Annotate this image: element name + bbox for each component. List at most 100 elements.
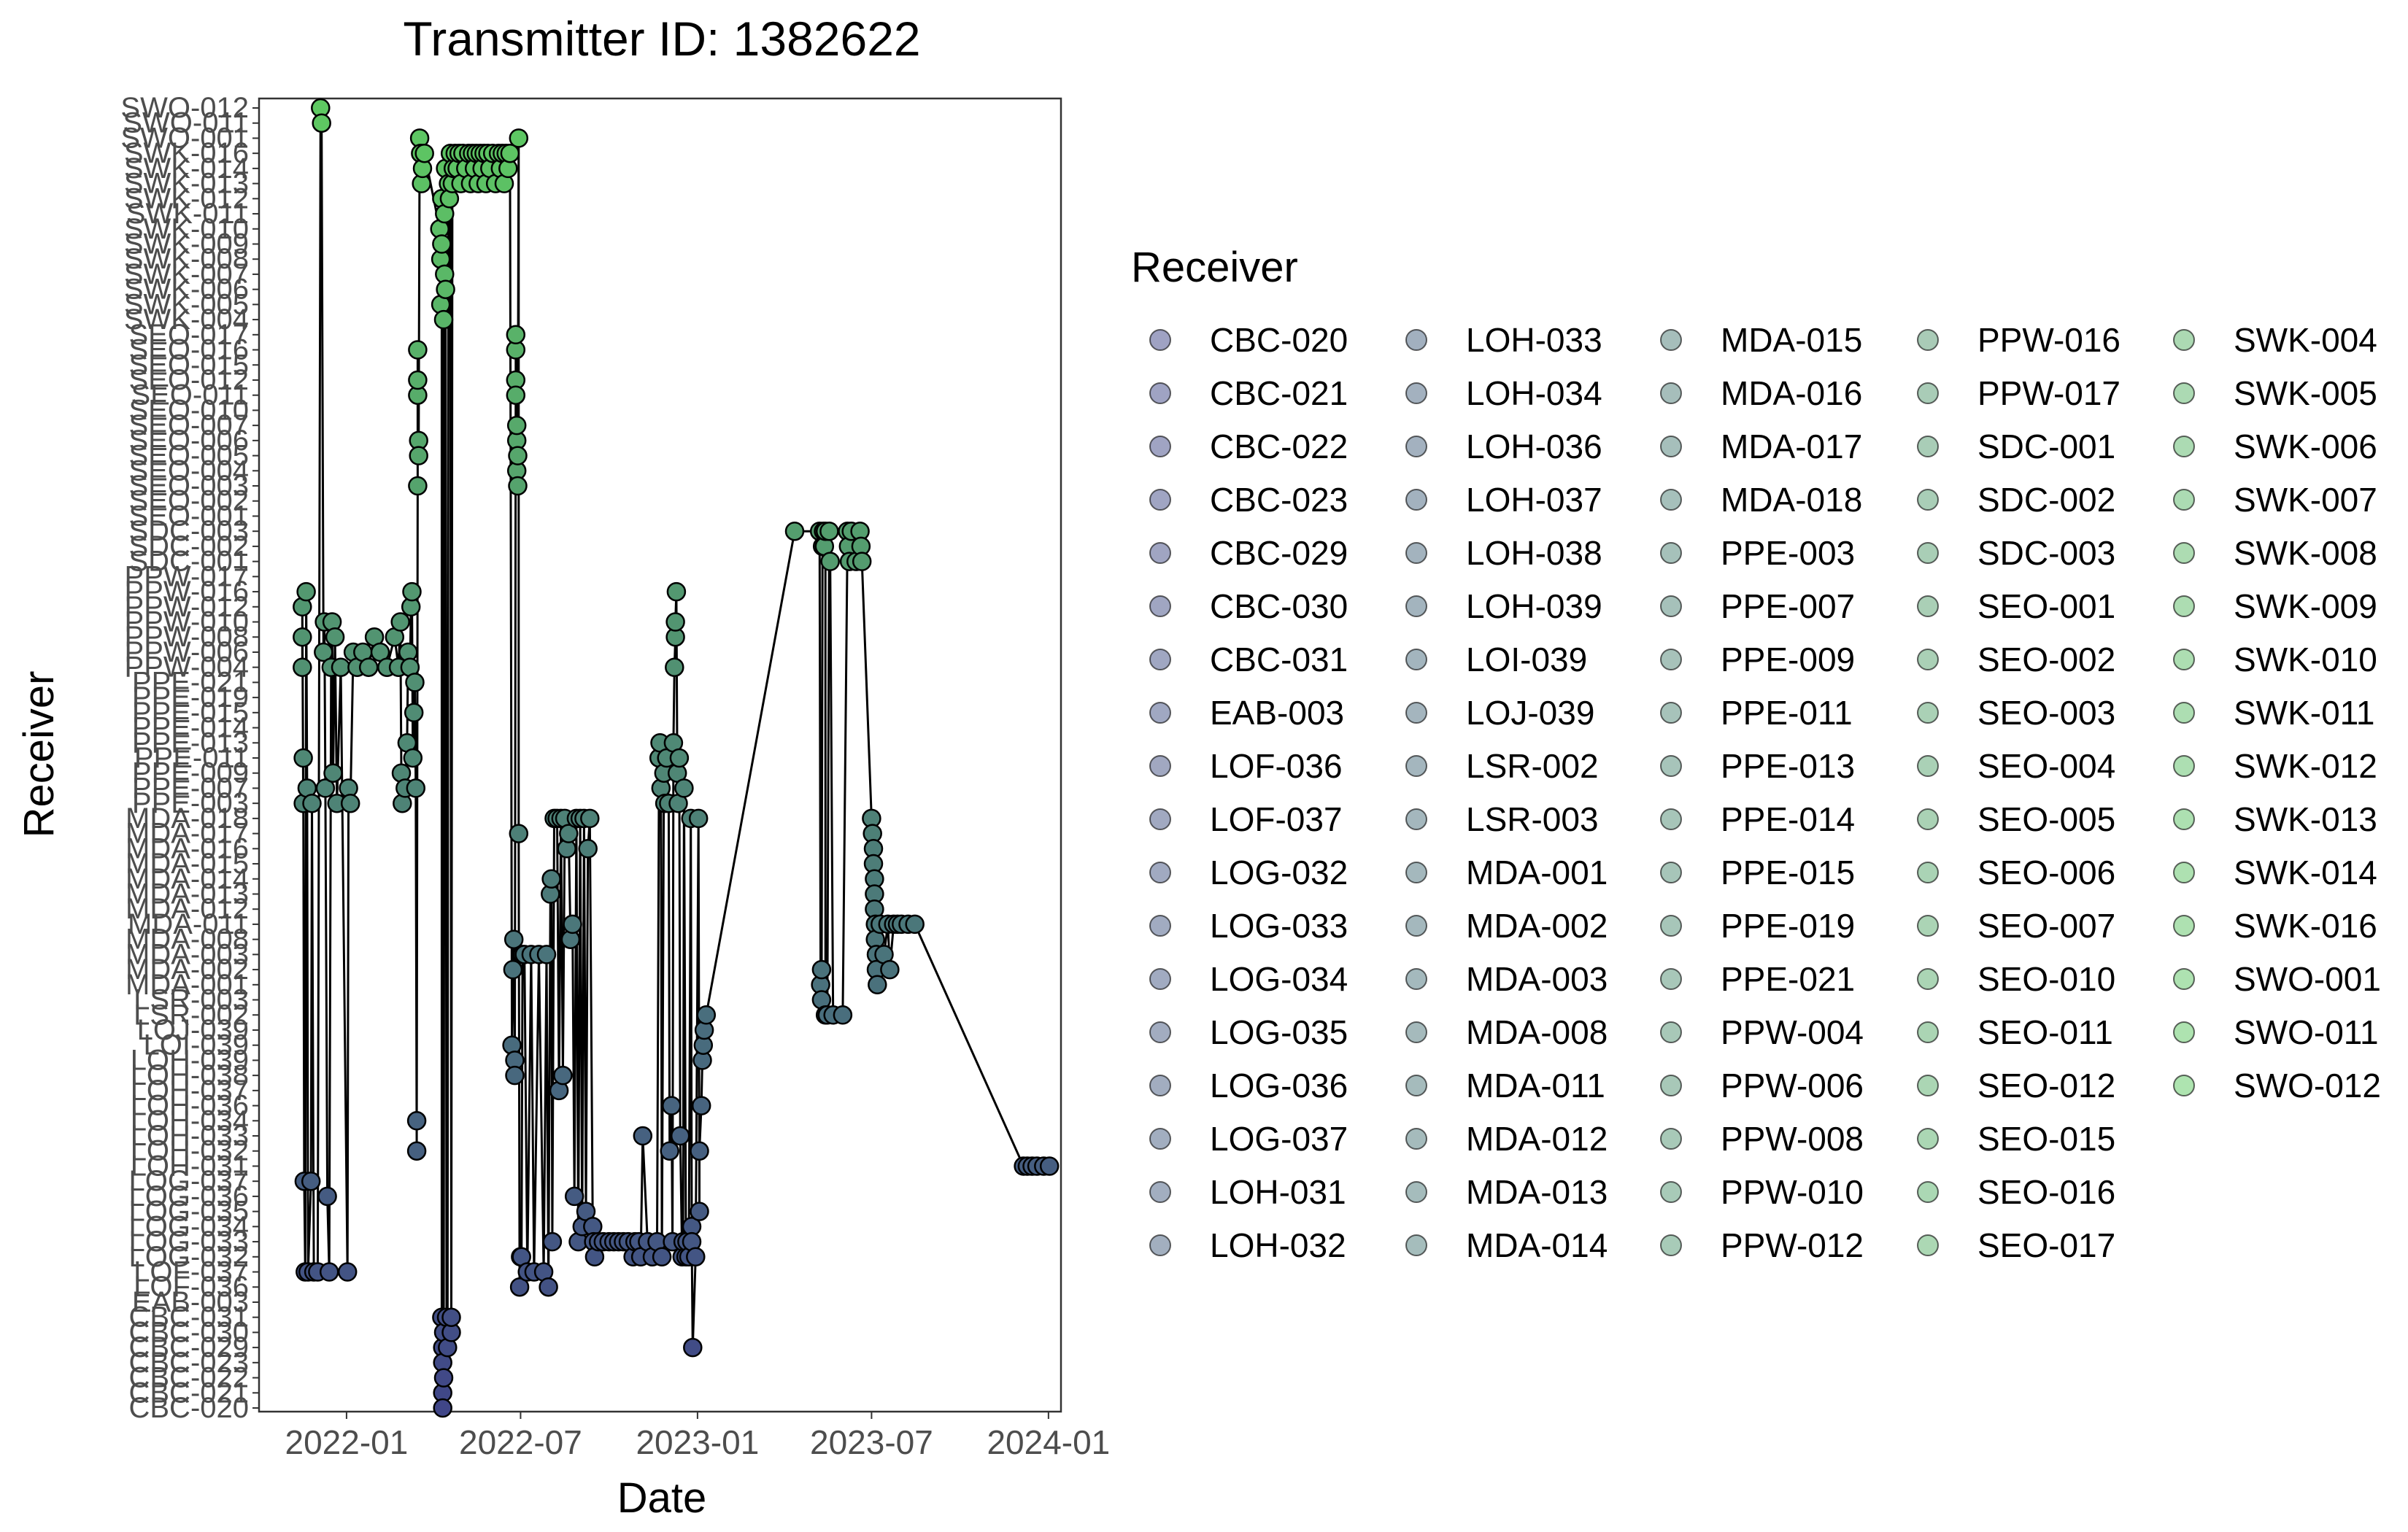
y-tick-label: SWO-011 xyxy=(123,107,249,139)
legend-label: MDA-012 xyxy=(1466,1120,1608,1158)
legend-key xyxy=(1405,542,1427,564)
y-tick-label: MDA-017 xyxy=(126,818,249,850)
x-tick-label: 2022-07 xyxy=(459,1423,582,1461)
legend-label: PPW-004 xyxy=(1721,1013,1864,1051)
legend-label: SWK-011 xyxy=(2234,694,2374,732)
legend-label: PPE-019 xyxy=(1721,907,1855,945)
data-point xyxy=(690,1141,709,1161)
y-tick-label: PPE-015 xyxy=(132,697,249,729)
legend-key xyxy=(1917,862,1939,883)
legend-label: SDC-002 xyxy=(1977,481,2115,519)
legend-key xyxy=(2173,329,2195,351)
legend-label: LOG-032 xyxy=(1210,854,1348,891)
legend-label: SWK-008 xyxy=(2234,534,2377,572)
y-tick-label: PPW-016 xyxy=(125,576,249,608)
y-tick-label: PPE-011 xyxy=(134,742,249,774)
y-tick-label: SWO-001 xyxy=(120,122,249,154)
legend-label: SEO-002 xyxy=(1977,641,2115,678)
legend-key xyxy=(1405,862,1427,883)
data-point xyxy=(633,1126,653,1146)
legend-label: LOJ-039 xyxy=(1466,694,1594,732)
data-point xyxy=(669,748,690,768)
legend-key xyxy=(1405,1128,1427,1150)
legend-key xyxy=(2173,915,2195,937)
data-point xyxy=(508,446,528,465)
legend-label: LOG-036 xyxy=(1210,1067,1348,1104)
legend-label: LOG-034 xyxy=(1210,960,1348,998)
legend-label: SEO-015 xyxy=(1977,1120,2115,1158)
legend-key xyxy=(1660,329,1682,351)
data-point xyxy=(683,1337,703,1358)
data-point xyxy=(325,627,345,647)
x-tick-label: 2022-01 xyxy=(285,1423,409,1461)
legend-label: SEO-016 xyxy=(1977,1173,2115,1211)
y-tick-label: MDA-002 xyxy=(126,953,249,986)
y-tick-label: SWK-011 xyxy=(126,198,249,230)
legend-label: SWK-010 xyxy=(2234,641,2377,678)
data-point xyxy=(868,975,887,995)
y-tick-label: SEO-016 xyxy=(128,334,249,366)
data-point xyxy=(690,1202,709,1221)
data-point xyxy=(820,552,840,571)
legend-key xyxy=(1149,1021,1171,1043)
legend-key xyxy=(1917,702,1939,724)
legend-label: LOF-036 xyxy=(1210,747,1343,785)
y-tick-label: LOG-033 xyxy=(128,1226,249,1258)
legend-key xyxy=(1405,968,1427,990)
legend-key xyxy=(1917,382,1939,404)
legend-label: CBC-022 xyxy=(1210,428,1348,465)
legend-label: LOH-036 xyxy=(1466,428,1602,465)
data-point xyxy=(408,476,428,496)
data-point xyxy=(433,1368,454,1388)
legend-key xyxy=(2173,702,2195,724)
y-axis: CBC-020CBC-021CBC-022CBC-023CBC-029CBC-0… xyxy=(120,92,259,1424)
y-tick-label: CBC-029 xyxy=(128,1331,249,1363)
y-tick-label: MDA-018 xyxy=(126,802,249,835)
legend-key xyxy=(1917,595,1939,617)
legend-key xyxy=(1917,1234,1939,1256)
legend-key xyxy=(1660,1075,1682,1096)
data-point xyxy=(509,1277,530,1297)
data-point xyxy=(880,959,900,980)
legend-label: PPW-016 xyxy=(1977,321,2120,359)
legend-label: SWO-011 xyxy=(2234,1013,2379,1051)
data-point xyxy=(652,1247,672,1267)
legend-key xyxy=(1660,755,1682,777)
legend-label: PPE-007 xyxy=(1721,587,1855,625)
y-tick-label: SEO-007 xyxy=(128,409,249,441)
y-tick-label: MDA-008 xyxy=(126,924,249,956)
data-point xyxy=(406,1111,427,1131)
legend-key xyxy=(1917,1021,1939,1043)
y-tick-label: SWK-012 xyxy=(124,182,249,214)
legend-key xyxy=(1149,436,1171,457)
data-point xyxy=(696,1005,717,1025)
legend-label: LOH-037 xyxy=(1466,481,1602,519)
legend-key xyxy=(1917,968,1939,990)
data-point xyxy=(784,521,805,541)
legend-label: MDA-001 xyxy=(1466,854,1608,891)
y-tick-label: LOH-036 xyxy=(131,1090,249,1122)
data-point xyxy=(404,703,424,723)
legend-key xyxy=(2173,382,2195,404)
y-tick-label: PPE-013 xyxy=(132,727,249,759)
legend-label: LSR-002 xyxy=(1466,747,1599,785)
legend-key xyxy=(1149,808,1171,830)
data-point xyxy=(905,914,925,935)
legend-label: LOG-033 xyxy=(1210,907,1348,945)
legend-key xyxy=(2173,1075,2195,1096)
data-point xyxy=(564,1186,584,1207)
legend-key xyxy=(2173,595,2195,617)
data-point xyxy=(541,869,561,889)
x-tick-label: 2024-01 xyxy=(987,1423,1110,1461)
legend-key xyxy=(1660,436,1682,457)
legend-key xyxy=(1660,542,1682,564)
data-point xyxy=(509,824,529,843)
data-point xyxy=(403,748,423,768)
legend-label: SEO-006 xyxy=(1977,854,2115,891)
legend-label: SWK-009 xyxy=(2234,587,2377,625)
legend-key xyxy=(1660,1128,1682,1150)
legend-key xyxy=(1917,755,1939,777)
legend-key xyxy=(1149,702,1171,724)
data-point xyxy=(506,325,526,345)
legend-label: MDA-016 xyxy=(1721,374,1862,412)
